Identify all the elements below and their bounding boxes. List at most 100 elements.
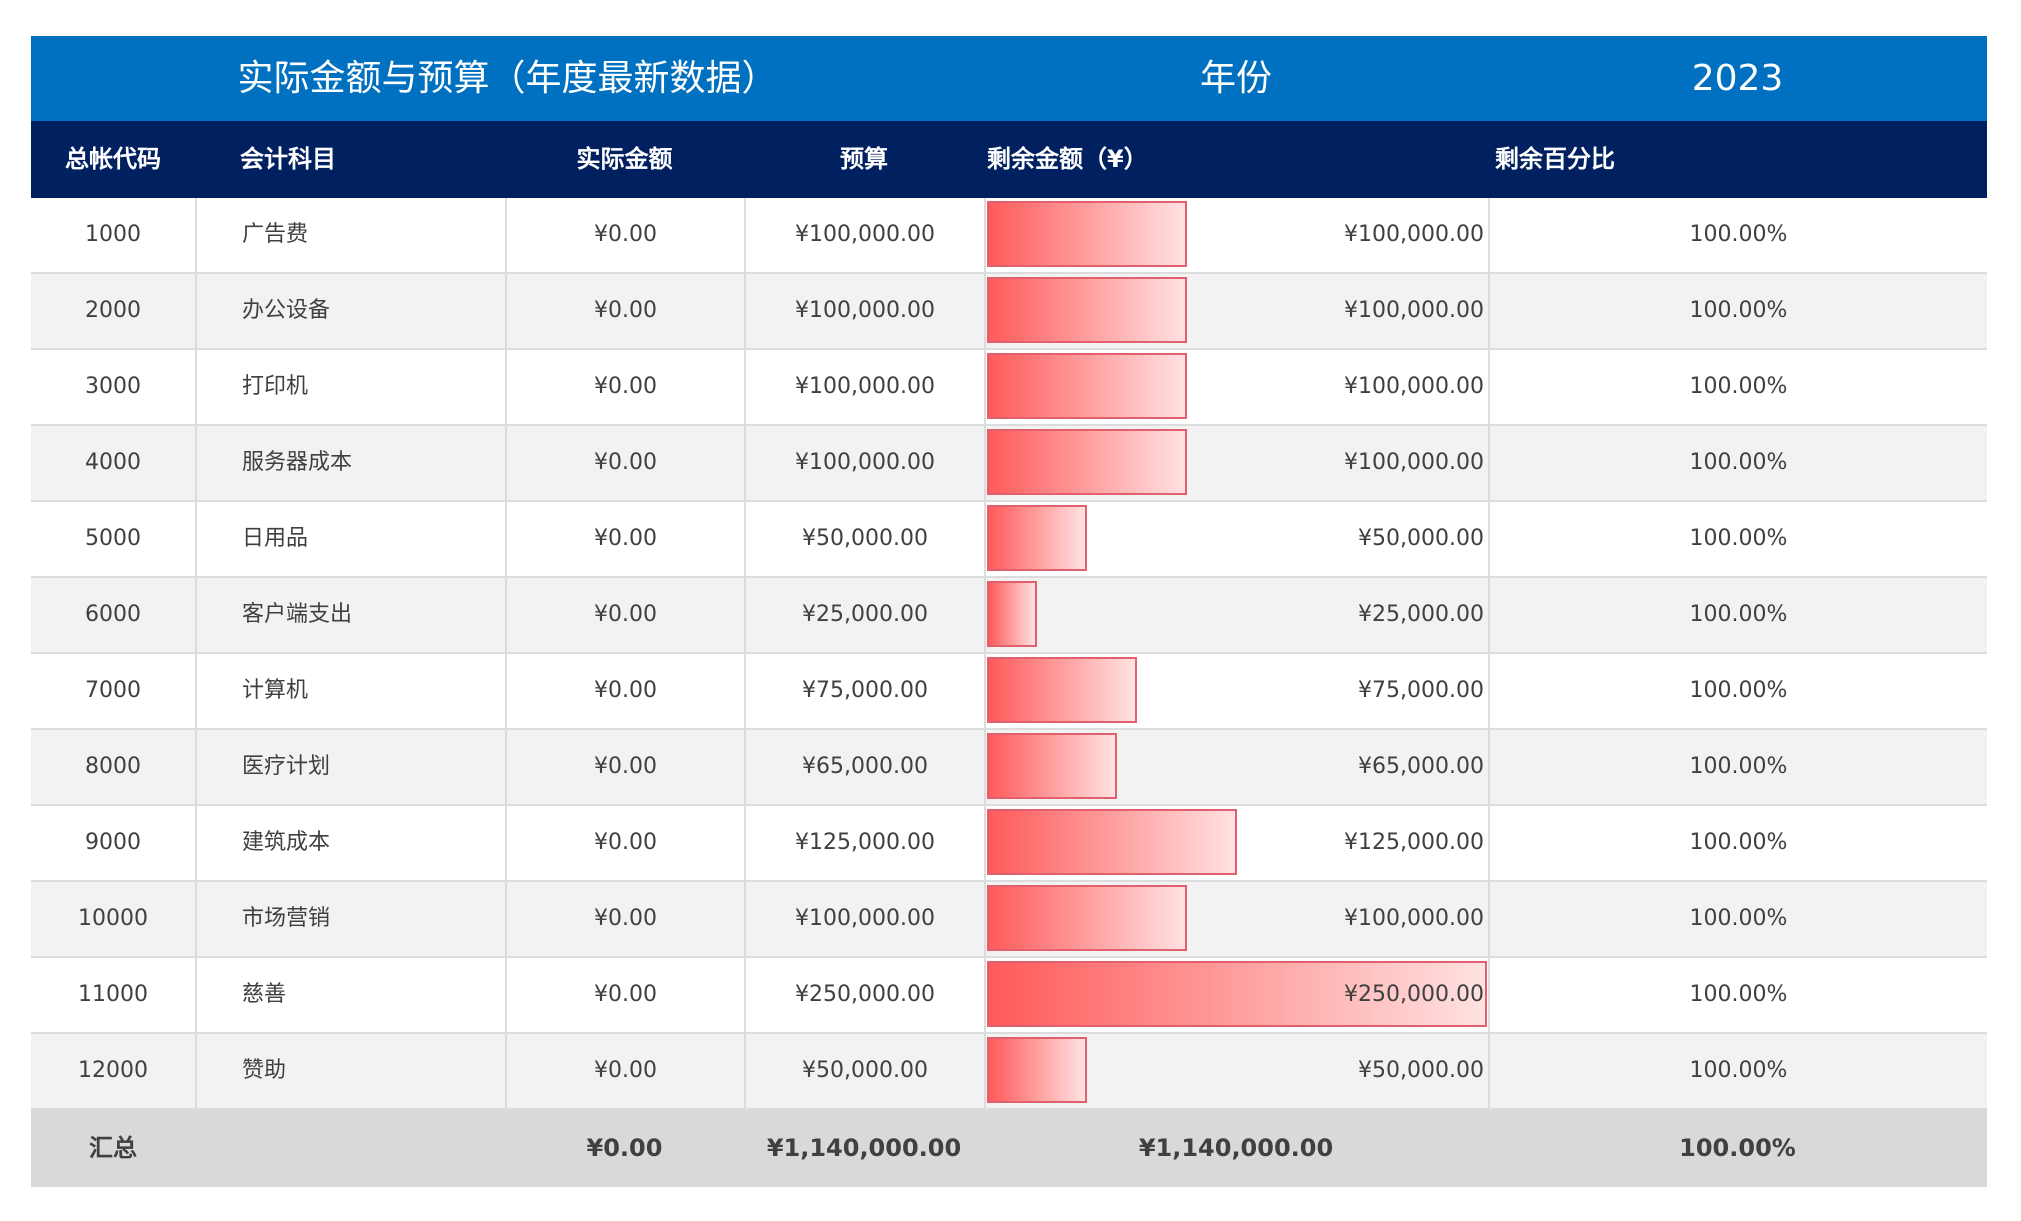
remaining-databar [987, 201, 1187, 267]
remaining-cell[interactable]: ¥65,000.00 [984, 730, 1488, 804]
table-row: 6000 客户端支出 ¥0.00 ¥25,000.00 ¥25,000.00 1… [31, 578, 1987, 654]
remaining-cell[interactable]: ¥75,000.00 [984, 654, 1488, 728]
budget-cell[interactable]: ¥50,000.00 [744, 502, 984, 576]
remaining-databar [987, 505, 1087, 571]
remaining-pct-cell[interactable]: 100.00% [1488, 274, 1987, 348]
table-row: 1000 广告费 ¥0.00 ¥100,000.00 ¥100,000.00 1… [31, 198, 1987, 274]
code-cell[interactable]: 1000 [85, 222, 141, 247]
table-row: 7000 计算机 ¥0.00 ¥75,000.00 ¥75,000.00 100… [31, 654, 1987, 730]
remaining-pct-cell[interactable]: 100.00% [1488, 350, 1987, 424]
budget-cell[interactable]: ¥100,000.00 [744, 350, 984, 424]
remaining-cell[interactable]: ¥100,000.00 [984, 198, 1488, 272]
actual-cell[interactable]: ¥0.00 [505, 730, 744, 804]
actual-cell[interactable]: ¥0.00 [505, 958, 744, 1032]
code-cell[interactable]: 3000 [85, 374, 141, 399]
remaining-cell[interactable]: ¥125,000.00 [984, 806, 1488, 880]
remaining-cell[interactable]: ¥100,000.00 [984, 274, 1488, 348]
remaining-amount: ¥250,000.00 [1344, 982, 1484, 1007]
budget-cell[interactable]: ¥65,000.00 [744, 730, 984, 804]
remaining-amount: ¥25,000.00 [1358, 602, 1484, 627]
remaining-cell[interactable]: ¥25,000.00 [984, 578, 1488, 652]
budget-cell[interactable]: ¥100,000.00 [744, 426, 984, 500]
code-cell[interactable]: 12000 [78, 1058, 148, 1083]
header-budget[interactable]: 预算 [840, 145, 888, 173]
account-cell[interactable]: 广告费 [195, 198, 505, 272]
header-remaining-pct[interactable]: 剩余百分比 [1495, 145, 1615, 173]
remaining-pct-cell[interactable]: 100.00% [1488, 958, 1987, 1032]
remaining-pct-cell[interactable]: 100.00% [1488, 198, 1987, 272]
budget-cell[interactable]: ¥50,000.00 [744, 1034, 984, 1108]
table-row: 3000 打印机 ¥0.00 ¥100,000.00 ¥100,000.00 1… [31, 350, 1987, 426]
table-row: 5000 日用品 ¥0.00 ¥50,000.00 ¥50,000.00 100… [31, 502, 1987, 578]
actual-cell[interactable]: ¥0.00 [505, 426, 744, 500]
code-cell[interactable]: 11000 [78, 982, 148, 1007]
actual-cell[interactable]: ¥0.00 [505, 350, 744, 424]
remaining-pct-cell[interactable]: 100.00% [1488, 1034, 1987, 1108]
code-cell[interactable]: 7000 [85, 678, 141, 703]
code-cell[interactable]: 8000 [85, 754, 141, 779]
account-cell[interactable]: 赞助 [195, 1034, 505, 1108]
budget-cell[interactable]: ¥100,000.00 [744, 198, 984, 272]
header-account[interactable]: 会计科目 [240, 145, 336, 173]
total-remaining-pct[interactable]: 100.00% [1679, 1134, 1796, 1162]
remaining-pct-cell[interactable]: 100.00% [1488, 806, 1987, 880]
account-cell[interactable]: 办公设备 [195, 274, 505, 348]
actual-cell[interactable]: ¥0.00 [505, 274, 744, 348]
budget-cell[interactable]: ¥250,000.00 [744, 958, 984, 1032]
remaining-cell[interactable]: ¥50,000.00 [984, 1034, 1488, 1108]
remaining-cell[interactable]: ¥50,000.00 [984, 502, 1488, 576]
budget-cell[interactable]: ¥125,000.00 [744, 806, 984, 880]
sheet-title[interactable]: 实际金额与预算（年度最新数据） [237, 58, 778, 99]
year-label: 年份 [1199, 58, 1272, 99]
code-cell[interactable]: 5000 [85, 526, 141, 551]
code-cell[interactable]: 9000 [85, 830, 141, 855]
total-remaining[interactable]: ¥1,140,000.00 [1138, 1134, 1334, 1162]
budget-cell[interactable]: ¥100,000.00 [744, 274, 984, 348]
year-value[interactable]: 2023 [1691, 58, 1784, 99]
actual-cell[interactable]: ¥0.00 [505, 882, 744, 956]
remaining-cell[interactable]: ¥100,000.00 [984, 350, 1488, 424]
header-code[interactable]: 总帐代码 [65, 145, 161, 173]
total-budget[interactable]: ¥1,140,000.00 [766, 1134, 962, 1162]
account-cell[interactable]: 打印机 [195, 350, 505, 424]
remaining-pct-cell[interactable]: 100.00% [1488, 654, 1987, 728]
account-cell[interactable]: 计算机 [195, 654, 505, 728]
account-cell[interactable]: 日用品 [195, 502, 505, 576]
budget-vs-actual-sheet: 实际金额与预算（年度最新数据） 年份 2023 总帐代码 会计科目 实际金额 预… [31, 36, 1987, 1187]
actual-cell[interactable]: ¥0.00 [505, 806, 744, 880]
account-cell[interactable]: 客户端支出 [195, 578, 505, 652]
actual-cell[interactable]: ¥0.00 [505, 1034, 744, 1108]
remaining-databar [987, 961, 1487, 1027]
remaining-pct-cell[interactable]: 100.00% [1488, 730, 1987, 804]
actual-cell[interactable]: ¥0.00 [505, 502, 744, 576]
remaining-pct-cell[interactable]: 100.00% [1488, 502, 1987, 576]
code-cell[interactable]: 2000 [85, 298, 141, 323]
account-cell[interactable]: 市场营销 [195, 882, 505, 956]
account-cell[interactable]: 建筑成本 [195, 806, 505, 880]
account-cell[interactable]: 医疗计划 [195, 730, 505, 804]
remaining-amount: ¥75,000.00 [1358, 678, 1484, 703]
header-actual[interactable]: 实际金额 [576, 145, 673, 173]
header-remaining[interactable]: 剩余金额（¥） [987, 145, 1148, 173]
actual-cell[interactable]: ¥0.00 [505, 578, 744, 652]
remaining-cell[interactable]: ¥100,000.00 [984, 882, 1488, 956]
total-actual[interactable]: ¥0.00 [586, 1134, 663, 1162]
budget-cell[interactable]: ¥75,000.00 [744, 654, 984, 728]
total-label[interactable]: 汇总 [89, 1134, 137, 1162]
remaining-pct-cell[interactable]: 100.00% [1488, 882, 1987, 956]
remaining-cell[interactable]: ¥100,000.00 [984, 426, 1488, 500]
code-cell[interactable]: 6000 [85, 602, 141, 627]
remaining-pct-cell[interactable]: 100.00% [1488, 426, 1987, 500]
actual-cell[interactable]: ¥0.00 [505, 198, 744, 272]
account-cell[interactable]: 服务器成本 [195, 426, 505, 500]
remaining-pct-cell[interactable]: 100.00% [1488, 578, 1987, 652]
remaining-databar [987, 809, 1237, 875]
budget-cell[interactable]: ¥100,000.00 [744, 882, 984, 956]
remaining-cell[interactable]: ¥250,000.00 [984, 958, 1488, 1032]
budget-cell[interactable]: ¥25,000.00 [744, 578, 984, 652]
code-cell[interactable]: 10000 [78, 906, 148, 931]
code-cell[interactable]: 4000 [85, 450, 141, 475]
account-cell[interactable]: 慈善 [195, 958, 505, 1032]
actual-cell[interactable]: ¥0.00 [505, 654, 744, 728]
table-row: 8000 医疗计划 ¥0.00 ¥65,000.00 ¥65,000.00 10… [31, 730, 1987, 806]
